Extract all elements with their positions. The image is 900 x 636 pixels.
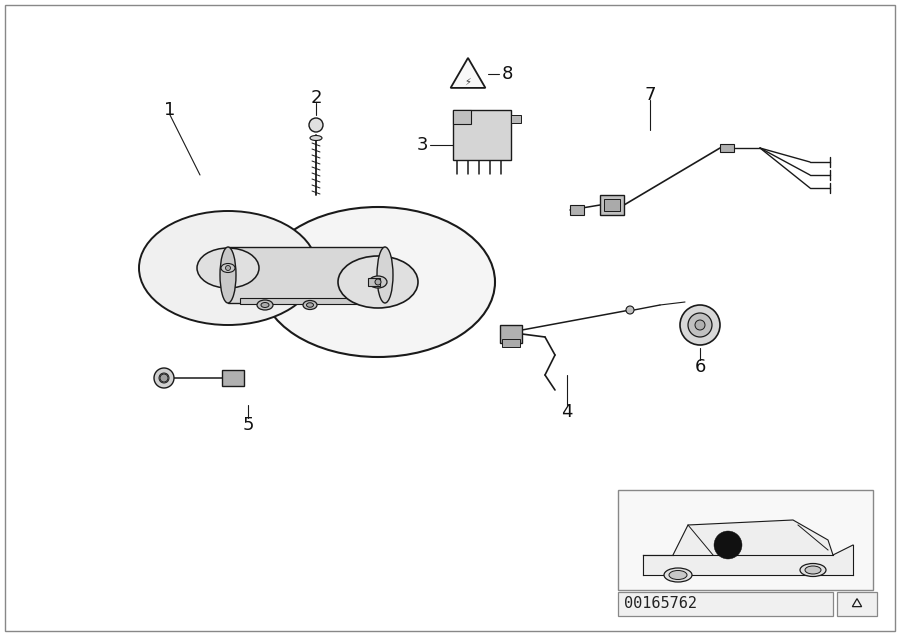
Bar [368,278,380,286]
Bar [604,199,620,211]
Ellipse shape [377,247,393,303]
Circle shape [375,279,381,285]
Ellipse shape [310,135,322,141]
Ellipse shape [307,303,313,307]
Polygon shape [673,520,833,555]
Ellipse shape [669,570,687,579]
Bar [228,247,385,303]
Circle shape [680,305,720,345]
Ellipse shape [197,248,259,288]
Text: 8: 8 [501,65,513,83]
Polygon shape [228,247,385,303]
Bar [618,592,833,616]
Ellipse shape [261,207,495,357]
Text: 7: 7 [644,86,656,104]
Text: 00165762: 00165762 [624,597,697,611]
Text: 1: 1 [165,101,176,119]
Ellipse shape [221,263,235,272]
Circle shape [626,306,634,314]
Bar [511,115,521,123]
Circle shape [160,374,168,382]
Bar [240,298,370,304]
Text: 2: 2 [310,89,322,107]
Bar [570,205,584,215]
Ellipse shape [369,276,387,288]
Polygon shape [643,545,853,575]
Circle shape [695,320,705,330]
Polygon shape [852,598,861,607]
Ellipse shape [800,563,826,576]
Polygon shape [451,58,485,88]
Bar [618,490,873,590]
Ellipse shape [338,256,418,308]
Text: 3: 3 [416,136,428,154]
Bar [502,339,520,347]
Circle shape [226,265,230,270]
Ellipse shape [805,566,821,574]
Bar [720,144,734,152]
Ellipse shape [261,303,269,307]
Bar [500,325,522,343]
Text: ⚡: ⚡ [464,77,472,87]
Bar [222,370,244,386]
Ellipse shape [664,568,692,582]
Text: 4: 4 [562,403,572,421]
Circle shape [688,313,712,337]
Circle shape [714,531,742,559]
Bar [837,592,877,616]
Text: 6: 6 [694,358,706,376]
Ellipse shape [309,118,323,132]
Bar [453,110,511,160]
Text: 5: 5 [242,416,254,434]
Ellipse shape [303,300,317,310]
Circle shape [154,368,174,388]
Bar [600,195,624,215]
Bar [453,110,471,124]
Ellipse shape [220,247,236,303]
Ellipse shape [257,300,273,310]
Ellipse shape [139,211,317,325]
